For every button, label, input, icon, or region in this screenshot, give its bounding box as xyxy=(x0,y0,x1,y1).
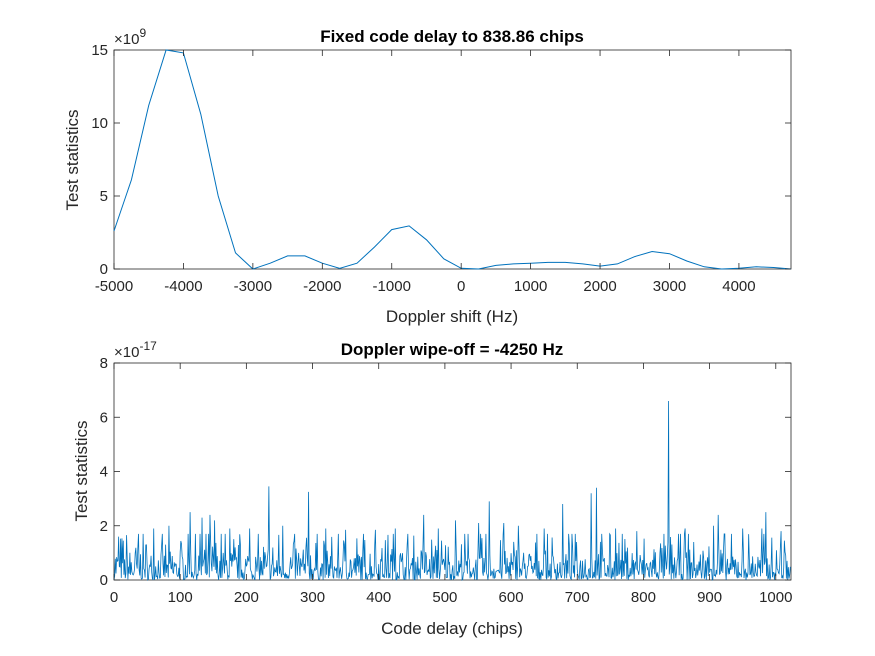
top-x-ticks: -5000 -4000 -3000 -2000 -1000 0 1000 2000 3000 40… xyxy=(95,50,756,295)
bottom-x-ticks: 0 100 200 300 400 500 600 700 800 900 1000 xyxy=(110,363,792,606)
top-y-exponent-base: ×10 xyxy=(114,31,139,48)
y-tick-label: 5 xyxy=(100,188,108,205)
y-tick-label: 10 xyxy=(91,115,108,132)
y-tick-label: 8 xyxy=(100,355,108,372)
top-axes-frame xyxy=(113,49,792,270)
x-tick-label: 2000 xyxy=(583,278,616,295)
x-tick-label: 200 xyxy=(234,589,259,606)
x-tick-label: 500 xyxy=(432,589,457,606)
x-tick-label: 3000 xyxy=(653,278,686,295)
top-series-line xyxy=(113,49,792,270)
top-axes: -5000 -4000 -3000 -2000 -1000 0 1000 2000 3000 40… xyxy=(63,26,792,326)
bottom-series-line xyxy=(113,400,791,581)
y-tick-label: 6 xyxy=(100,409,108,426)
top-x-axis-label: Doppler shift (Hz) xyxy=(386,307,518,326)
x-tick-label: 1000 xyxy=(514,278,547,295)
bottom-y-exponent-power: -17 xyxy=(139,339,157,353)
x-tick-label: -2000 xyxy=(303,278,341,295)
y-tick-label: 0 xyxy=(100,261,108,278)
y-tick-label: 2 xyxy=(100,518,108,535)
top-chart-title: Fixed code delay to 838.86 chips xyxy=(320,27,584,46)
bottom-x-axis-label: Code delay (chips) xyxy=(381,619,523,638)
x-tick-label: -3000 xyxy=(234,278,272,295)
x-tick-label: 0 xyxy=(110,589,118,606)
x-tick-label: 900 xyxy=(697,589,722,606)
bottom-series-group xyxy=(113,400,791,581)
top-y-axis-label: Test statistics xyxy=(63,109,82,210)
x-tick-label: 400 xyxy=(366,589,391,606)
y-tick-label: 4 xyxy=(100,464,108,481)
x-tick-label: -4000 xyxy=(164,278,202,295)
x-tick-label: 100 xyxy=(168,589,193,606)
x-tick-label: -5000 xyxy=(95,278,133,295)
top-y-exponent: ×109 xyxy=(114,26,146,48)
bottom-axes: 0 100 200 300 400 500 600 700 800 900 1000 0 2 4 6 8 D… xyxy=(72,339,792,638)
x-tick-label: 4000 xyxy=(722,278,755,295)
bottom-y-exponent-base: ×10 xyxy=(114,344,139,361)
x-tick-label: 600 xyxy=(499,589,524,606)
x-tick-label: -1000 xyxy=(373,278,411,295)
bottom-chart-title: Doppler wipe-off = -4250 Hz xyxy=(341,340,563,359)
x-tick-label: 300 xyxy=(300,589,325,606)
x-tick-label: 0 xyxy=(457,278,465,295)
x-tick-label: 1000 xyxy=(759,589,792,606)
top-series-group xyxy=(113,49,792,270)
bottom-y-exponent: ×10-17 xyxy=(114,339,157,361)
top-y-ticks: 0 5 10 15 xyxy=(91,42,791,278)
y-tick-label: 0 xyxy=(100,572,108,589)
top-y-exponent-power: 9 xyxy=(139,26,146,40)
bottom-y-ticks: 0 2 4 6 8 xyxy=(100,355,791,589)
bottom-y-axis-label: Test statistics xyxy=(72,420,91,521)
x-tick-label: 700 xyxy=(565,589,590,606)
y-tick-label: 15 xyxy=(91,42,108,59)
x-tick-label: 800 xyxy=(631,589,656,606)
